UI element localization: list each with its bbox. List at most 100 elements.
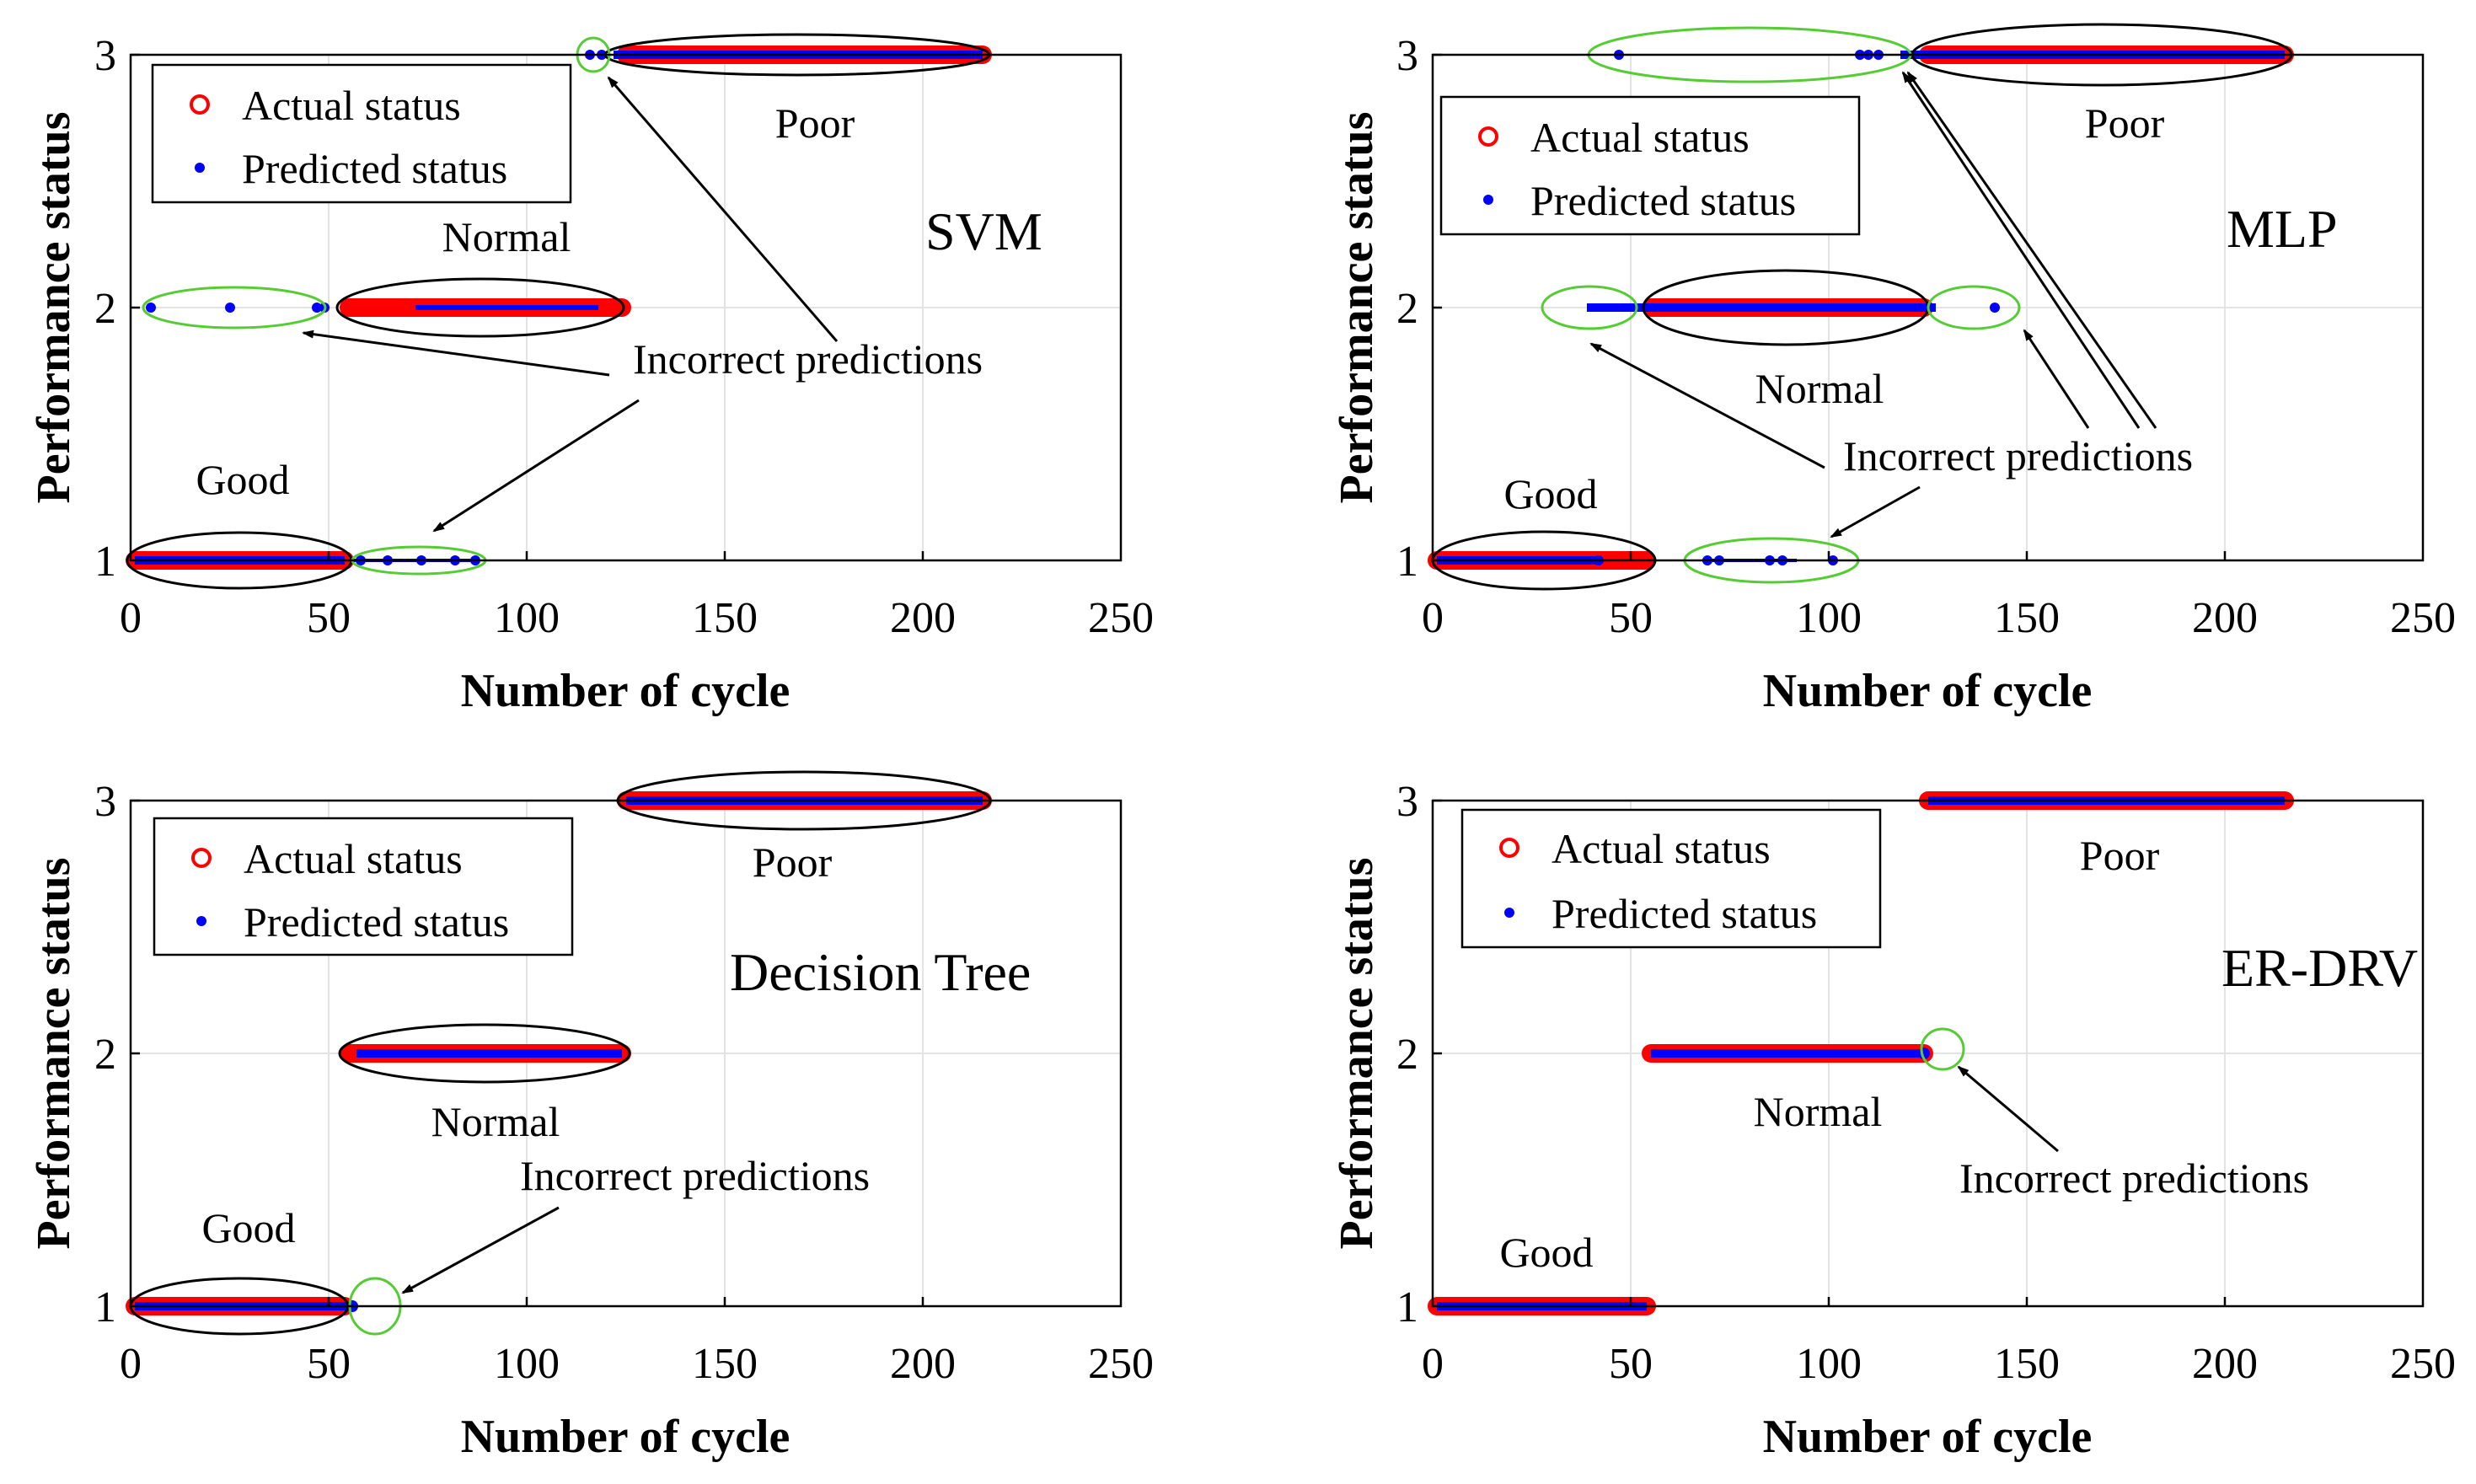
panel-decision-tree-ytick-label: 3 [94, 778, 116, 826]
panel-er-drv-group-label-good: Good [1499, 1229, 1593, 1276]
panel-svm-xtick-label: 100 [494, 594, 560, 642]
panel-mlp-xtick-label: 50 [1609, 594, 1653, 642]
panel-er-drv-legend-actual-label: Actual status [1552, 825, 1771, 872]
panel-mlp-ticks [1433, 53, 2227, 560]
panel-er-drv-xtick-label: 250 [2390, 1340, 2456, 1388]
panel-er-drv-legend-actual-marker [1499, 838, 1519, 858]
panel-svm-title: SVM [925, 201, 1042, 261]
panel-mlp-legend-predicted-label: Predicted status [1530, 177, 1796, 224]
panel-mlp-group-label-normal: Normal [1755, 365, 1884, 412]
panel-er-drv-legend: Actual status Predicted status [1460, 808, 1882, 949]
panel-mlp-group-label-good: Good [1503, 470, 1597, 517]
panel-er-drv-arrows [1957, 1065, 2059, 1153]
panel-decision-tree-xtick-label: 50 [307, 1340, 351, 1388]
panel-svm-xtick-label: 150 [692, 594, 758, 642]
panel-svm-ylabel: Performance status [28, 112, 80, 504]
panel-svm-legend-predicted-marker [195, 163, 205, 173]
panel-er-drv-xtick-label: 150 [1994, 1340, 2060, 1388]
panel-mlp-xlabel: Number of cycle [1763, 665, 2093, 717]
panel-er-drv-ytick-label: 3 [1396, 778, 1418, 826]
panel-mlp-xtick-label: 200 [2192, 594, 2258, 642]
panel-mlp-xtick-label: 250 [2390, 594, 2456, 642]
panel-mlp-ytick-labels: 1 2 3 [1396, 32, 1418, 586]
panel-svm-annotation-arrow [432, 399, 640, 533]
panel-decision-tree-ytick-label: 2 [94, 1031, 116, 1079]
panel-svm-xtick-labels: 0 50 100 150 200 250 [120, 594, 1154, 642]
panel-svm-group-label-poor: Poor [775, 99, 855, 147]
panel-decision-tree-ticks [131, 799, 924, 1306]
panel-mlp-group-label-poor: Poor [2085, 99, 2165, 147]
panel-decision-tree-xtick-label: 200 [890, 1340, 956, 1388]
panel-decision-tree-ytick-label: 1 [94, 1283, 116, 1331]
panel-er-drv-ytick-label: 2 [1396, 1031, 1418, 1079]
panel-decision-tree-group-label-normal: Normal [431, 1098, 560, 1145]
panel-svm-legend-actual-label: Actual status [242, 82, 461, 129]
panel-svm-xtick-label: 200 [890, 594, 956, 642]
panel-svm-xlabel: Number of cycle [461, 665, 790, 717]
panel-decision-tree-legend-predicted-label: Predicted status [244, 898, 509, 946]
panel-decision-tree-annotation-arrow [401, 1206, 560, 1294]
panel-mlp-ytick-label: 2 [1396, 285, 1418, 333]
panel-er-drv-ytick-label: 1 [1396, 1283, 1418, 1331]
panel-er-drv-xtick-labels: 0 50 100 150 200 250 [1422, 1340, 2456, 1388]
panel-mlp-arrows [1589, 71, 2157, 538]
panel-decision-tree-legend-actual-marker [191, 848, 212, 868]
panel-mlp: 0 50 100 150 200 250 1 2 3 Number of cyc… [1331, 23, 2456, 717]
panel-er-drv-highlight-ellipse [1920, 1027, 1965, 1071]
panel-er-drv-legend-box [1460, 808, 1882, 949]
panel-er-drv-group-label-poor: Poor [2080, 832, 2160, 879]
panel-svm-legend-actual-marker [190, 94, 210, 115]
panel-svm-ytick-labels: 1 2 3 [94, 32, 116, 586]
panel-svm-annotation-arrow [302, 329, 610, 377]
panel-decision-tree-group-ellipse-normal [338, 1023, 631, 1084]
panel-er-drv-title: ER-DRV [2221, 938, 2418, 998]
panel-er-drv: 0 50 100 150 200 250 1 2 3 Number of cyc… [1331, 778, 2456, 1463]
panel-er-drv-xlabel: Number of cycle [1763, 1411, 2093, 1463]
panel-decision-tree-legend-predicted-marker [196, 916, 206, 926]
panel-mlp-highlight-ellipse [1927, 285, 2021, 330]
panel-mlp-xtick-labels: 0 50 100 150 200 250 [1422, 594, 2456, 642]
panel-svm-legend-box [151, 63, 572, 204]
panel-er-drv-xtick-label: 100 [1796, 1340, 1862, 1388]
panel-svm-xtick-label: 50 [307, 594, 351, 642]
panel-mlp-legend-actual-marker [1478, 126, 1498, 147]
panel-mlp-annotation-arrow [1906, 71, 2157, 429]
panel-mlp-title: MLP [2227, 199, 2338, 259]
panel-decision-tree-group-labels: Good Normal Poor [201, 838, 832, 1251]
panel-mlp-ytick-label: 3 [1396, 32, 1418, 80]
panel-mlp-ylabel: Performance status [1331, 112, 1383, 504]
panel-svm-annotation: Incorrect predictions [633, 335, 983, 383]
panel-svm-ytick-label: 2 [94, 285, 116, 333]
panel-mlp-ytick-label: 1 [1396, 538, 1418, 586]
panel-mlp-annotation: Incorrect predictions [1843, 432, 2193, 479]
panel-svm-xtick-label: 0 [120, 594, 142, 642]
panel-decision-tree-xtick-label: 100 [494, 1340, 560, 1388]
panel-mlp-xtick-label: 150 [1994, 594, 2060, 642]
panel-er-drv-legend-predicted-label: Predicted status [1552, 890, 1817, 937]
panel-decision-tree-annotation: Incorrect predictions [520, 1152, 870, 1199]
panel-svm-xtick-label: 250 [1088, 594, 1154, 642]
panel-svm-group-ellipse-normal [335, 277, 625, 338]
panel-mlp-legend-actual-label: Actual status [1530, 114, 1750, 161]
panel-er-drv-ylabel: Performance status [1331, 858, 1383, 1250]
panel-mlp-annotation-arrow [2023, 329, 2090, 429]
panel-decision-tree-ytick-labels: 1 2 3 [94, 778, 116, 1331]
panel-er-drv-group-labels: Good Normal Poor [1499, 832, 2159, 1276]
panel-svm-annotation-arrow [607, 76, 839, 342]
panel-svm-arrows [302, 76, 839, 533]
panel-mlp-legend-predicted-marker [1483, 195, 1493, 205]
panel-er-drv-highlight-ellipses [1920, 1027, 1965, 1071]
panel-decision-tree-xtick-label: 250 [1088, 1340, 1154, 1388]
panel-decision-tree-title: Decision Tree [730, 942, 1031, 1002]
panel-decision-tree: 0 50 100 150 200 250 1 2 3 Number of cyc… [28, 770, 1154, 1463]
panel-decision-tree-group-label-poor: Poor [753, 838, 833, 886]
panel-mlp-highlight-ellipse [1541, 285, 1638, 330]
panel-er-drv-legend-predicted-marker [1504, 908, 1514, 918]
panel-svm-highlight-ellipse [142, 286, 327, 329]
panel-mlp-group-labels: Good Normal Poor [1503, 99, 2164, 517]
panel-mlp-legend-box [1439, 95, 1861, 236]
panel-svm-predicted-point [225, 303, 235, 313]
panel-decision-tree-group-label-good: Good [201, 1204, 295, 1251]
panel-svm-group-label-good: Good [196, 456, 289, 503]
